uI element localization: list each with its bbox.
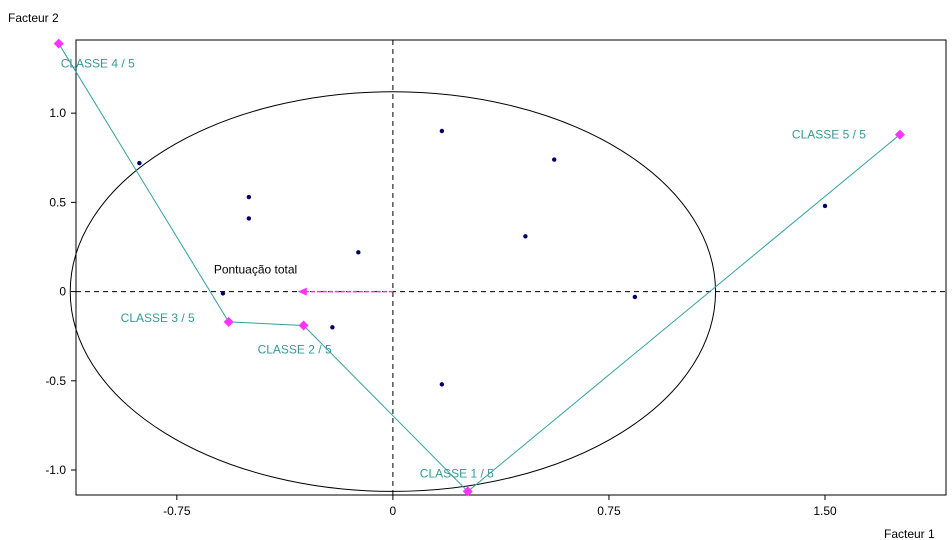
arrow-label: Pontuação total: [214, 263, 297, 277]
class-label: CLASSE 3 / 5: [121, 311, 195, 325]
data-point: [246, 194, 252, 200]
data-point: [246, 216, 252, 221]
data-point: [632, 294, 638, 300]
total-score-arrow: Pontuação total: [214, 263, 393, 296]
x-tick-label: 1.50: [813, 504, 837, 518]
class-marker: [53, 38, 64, 49]
y-tick-label: -0.5: [45, 374, 66, 388]
data-point: [330, 325, 335, 330]
data-point: [439, 382, 445, 387]
data-point: [220, 291, 226, 296]
class-marker: [298, 320, 309, 331]
class-markers: CLASSE 1 / 5 CLASSE 2 / 5 CLASSE 3 / 5 CLAS…: [53, 38, 905, 497]
class-marker: [894, 129, 905, 140]
correlation-circle: [69, 91, 717, 492]
y-tick-label: 1.0: [49, 106, 66, 120]
data-point: [356, 250, 361, 255]
circle-outline: [69, 91, 717, 492]
y-axis-title: Facteur 2: [8, 11, 59, 25]
class-label: CLASSE 5 / 5: [792, 128, 866, 142]
data-point: [137, 160, 142, 166]
plot-frame: [75, 39, 947, 496]
x-tick-label: 0.75: [597, 504, 621, 518]
class-marker: [223, 316, 234, 327]
data-point: [552, 157, 557, 162]
y-tick-label: 0: [59, 285, 66, 299]
class-path: [58, 43, 901, 493]
axis-ticks: -0.75 0 0.75 1.50 1.0 0.5 0 -0.5 -1.0: [45, 106, 837, 518]
y-tick-label: 0.5: [49, 195, 66, 209]
y-tick-label: -1.0: [45, 463, 66, 477]
x-axis-title: Facteur 1: [884, 527, 935, 540]
x-tick-label: -0.75: [163, 504, 191, 518]
data-point: [822, 203, 828, 209]
class-label: CLASSE 2 / 5: [258, 342, 332, 356]
class-connector-line: [58, 43, 901, 493]
class-label: CLASSE 4 / 5: [61, 57, 135, 71]
reference-lines: [76, 40, 946, 495]
arrow-head: [297, 287, 307, 296]
data-point: [439, 128, 445, 134]
x-tick-label: 0: [390, 504, 397, 518]
class-label: CLASSE 1 / 5: [420, 466, 494, 480]
class-marker: [462, 486, 473, 497]
data-point: [523, 234, 528, 239]
variable-points: [137, 128, 828, 387]
